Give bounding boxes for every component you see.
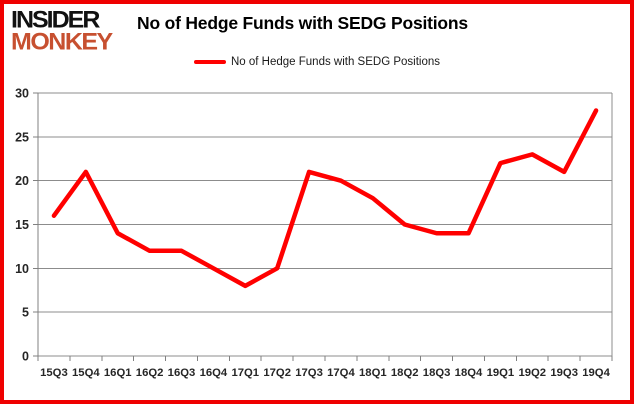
logo-insider-text: INSIDER	[11, 6, 100, 34]
insider-monkey-logo: INSIDER MONKEY	[11, 6, 113, 56]
x-tick-label: 16Q2	[136, 367, 164, 379]
y-tick-label: 5	[22, 306, 29, 320]
x-tick-label: 19Q3	[550, 367, 578, 379]
legend-label: No of Hedge Funds with SEDG Positions	[230, 56, 441, 68]
y-tick-label: 0	[22, 350, 29, 364]
x-tick-label: 17Q1	[231, 367, 259, 379]
x-tick-label: 17Q4	[327, 367, 355, 379]
x-tick-label: 18Q2	[391, 367, 419, 379]
legend-line-swatch	[193, 59, 226, 65]
x-tick-label: 16Q1	[104, 367, 132, 379]
x-tick-label: 18Q3	[423, 367, 451, 379]
chart-title: No of Hedge Funds with SEDG Positions	[137, 13, 468, 33]
x-tick-label: 17Q2	[263, 367, 291, 379]
y-tick-label: 10	[15, 262, 29, 276]
line-chart: 0 5 10 15 20 25 30 15Q3 15Q4 16Q1 16Q2 16Q3 16Q4 17Q1…	[15, 87, 613, 379]
x-tick-label: 15Q4	[72, 367, 100, 379]
y-tick-label: 25	[15, 130, 29, 144]
x-tick-label: 19Q2	[518, 367, 546, 379]
x-tick-label: 18Q1	[359, 367, 387, 379]
x-tick-label: 16Q3	[168, 367, 196, 379]
y-tick-label: 15	[15, 218, 29, 232]
x-tick-label: 19Q1	[487, 367, 515, 379]
x-tick-label: 15Q3	[40, 367, 68, 379]
y-axis-labels: 0 5 10 15 20 25 30	[15, 87, 29, 364]
x-axis-labels: 15Q3 15Q4 16Q1 16Q2 16Q3 16Q4 17Q1 17Q2 17Q3 17Q4…	[40, 367, 610, 379]
x-tick-label: 19Q4	[582, 367, 610, 379]
chart-legend: No of Hedge Funds with SEDG Positions	[4, 56, 630, 68]
y-tick-label: 20	[15, 174, 29, 188]
logo-monkey-text: MONKEY	[11, 28, 113, 56]
x-tick-label: 18Q4	[455, 367, 483, 379]
x-tick-label: 17Q3	[295, 367, 323, 379]
y-tick-label: 30	[15, 87, 29, 101]
x-tick-label: 16Q4	[200, 367, 228, 379]
series-line	[51, 108, 599, 289]
gridlines	[33, 92, 613, 361]
